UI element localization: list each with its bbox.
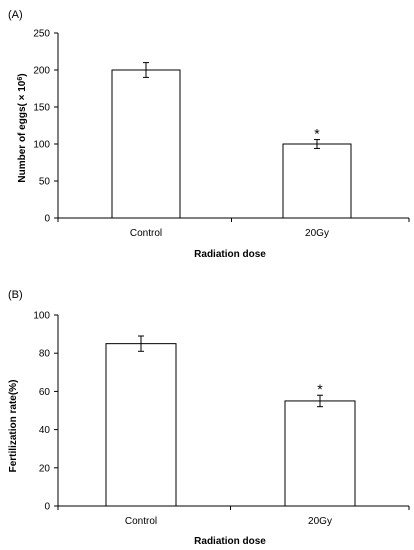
panel-b-y-tick-label-5: 100 <box>33 311 50 322</box>
panel-a-significance-marker-1: * <box>314 126 320 142</box>
panel-a-bar-0 <box>111 69 181 219</box>
panel-a-chart: (A) Number of eggs( × 106) Radiation dos… <box>8 9 410 260</box>
panel-a-x-axis-title: Radiation dose <box>194 249 266 260</box>
panel-a-y-tick-label-3: 150 <box>33 103 50 114</box>
panel-b-x-tick-label-0: Control <box>125 516 157 527</box>
panel-b-bar-0 <box>105 343 177 507</box>
panel-b-y-tick-label-3: 60 <box>39 387 51 398</box>
panel-a-y-tick-label-5: 250 <box>33 29 50 40</box>
panel-b-y-tick-label-1: 20 <box>39 463 51 474</box>
panel-b-y-tick-label-0: 0 <box>44 502 50 513</box>
panel-a-y-axis-title-end: ) <box>17 73 28 76</box>
panel-b-y-tick-label-4: 80 <box>39 349 51 360</box>
panel-a-bar-1 <box>282 143 352 219</box>
panel-a-label: (A) <box>8 9 23 21</box>
panel-b-x-tick-label-1: 20Gy <box>308 516 332 527</box>
panel-b-significance-marker-1: * <box>317 381 323 397</box>
panel-a-y-axis-title: Number of eggs( × 106) <box>17 73 29 182</box>
panel-a-y-tick-label-4: 200 <box>33 66 50 77</box>
panel-b-chart: (B) Fertilization rate(%) Radiation dose… <box>8 289 410 547</box>
panel-b-y-tick-label-2: 40 <box>39 425 51 436</box>
panel-b-x-axis-title: Radiation dose <box>194 536 266 547</box>
panel-a-y-tick-label-0: 0 <box>44 214 50 225</box>
panel-b-y-axis-title: Fertilization rate(%) <box>8 380 19 473</box>
panel-a-y-axis-title-sup: 6 <box>17 77 24 81</box>
panel-a-x-tick-label-1: 20Gy <box>305 228 329 239</box>
panel-a-y-tick-label-1: 50 <box>39 177 51 188</box>
panel-b-y-axis-title-main: Fertilization rate(%) <box>8 380 19 473</box>
panel-a-y-axis-title-main: Number of eggs( × 10 <box>17 80 28 182</box>
panel-b-label: (B) <box>8 289 23 301</box>
panel-a-x-tick-label-0: Control <box>130 228 162 239</box>
panel-b-bar-1 <box>284 400 356 507</box>
panel-a-y-tick-label-2: 100 <box>33 140 50 151</box>
